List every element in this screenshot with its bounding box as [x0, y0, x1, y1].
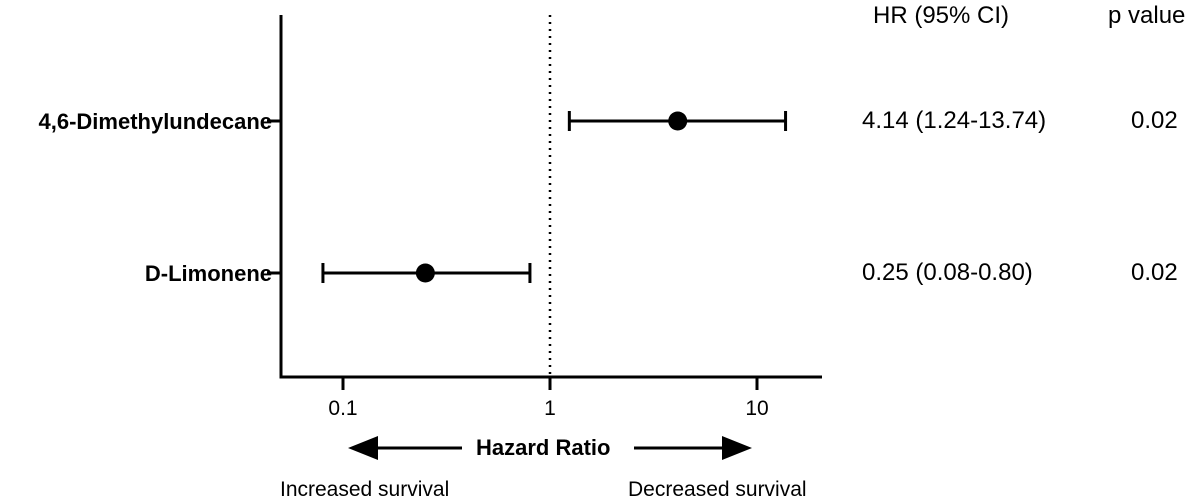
p-value-d-limonene: 0.02: [1131, 259, 1178, 286]
x-ticks: [341, 377, 759, 390]
x-tick-label: 10: [745, 397, 769, 420]
hazard-ratio-point: [415, 263, 435, 283]
hazard-ratio-point: [668, 111, 688, 131]
forest-rows: [267, 111, 788, 283]
decreased-survival-note: Decreased survival: [628, 478, 807, 501]
row-label-dimethylundecane: 4,6-Dimethylundecane: [38, 109, 272, 134]
right-arrowhead: [722, 436, 752, 460]
p-value-column-header: p value: [1108, 2, 1186, 29]
row-label-d-limonene: D-Limonene: [144, 261, 272, 286]
p-value-dimethylundecane: 0.02: [1131, 107, 1178, 134]
hr-value-dimethylundecane: 4.14 (1.24-13.74): [862, 107, 1047, 134]
left-arrowhead: [348, 436, 378, 460]
x-axis-label: Hazard Ratio: [476, 435, 611, 460]
hr-column-header: HR (95% CI): [873, 2, 1010, 29]
x-tick-label: 0.1: [328, 397, 358, 420]
increased-survival-note: Increased survival: [280, 478, 450, 501]
x-tick-label: 1: [544, 397, 556, 420]
hr-value-d-limonene: 0.25 (0.08-0.80): [862, 259, 1033, 286]
